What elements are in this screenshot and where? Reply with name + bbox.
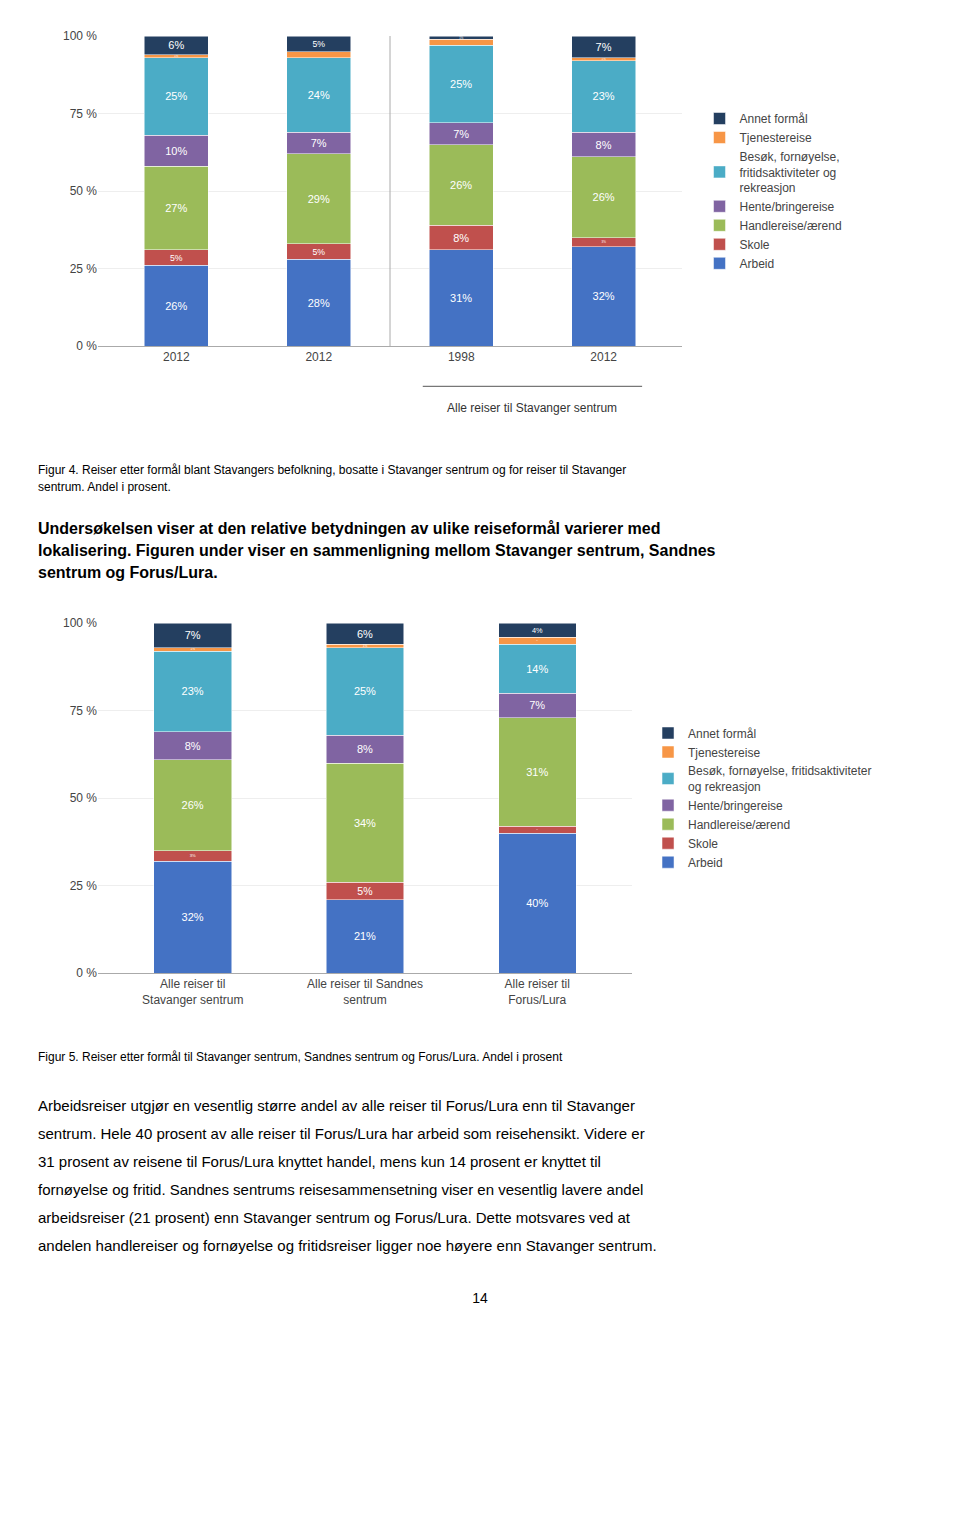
html-text:2%: 2%: [461, 42, 462, 43]
svg-text:2012: 2012: [163, 350, 190, 364]
svg-text:75 %: 75 %: [70, 107, 98, 121]
svg-text:7%: 7%: [596, 41, 612, 53]
html-text:sentrum. Hele 40 prosent av al: sentrum. Hele 40 prosent av alle reiser …: [38, 1124, 645, 1142]
svg-text:Handlereise/ærend: Handlereise/ærend: [688, 818, 790, 832]
svg-text:5%: 5%: [170, 253, 183, 263]
html-text:fornøyelse og fritid. Sandnes: fornøyelse og fritid. Sandnes sentrums r…: [38, 1180, 644, 1198]
svg-text:2%: 2%: [461, 41, 462, 42]
svg-text:10%: 10%: [165, 145, 187, 157]
svg-text:29%: 29%: [308, 193, 330, 205]
svg-text:Alle reiser til Sandnessentrum: Alle reiser til Sandnessentrum: [307, 977, 423, 1007]
svg-text:26%: 26%: [593, 191, 615, 203]
svg-text:Besøk, fornøyelse, fritidsakti: Besøk, fornøyelse, fritidsaktiviteterog …: [688, 764, 871, 794]
svg-text:2%: 2%: [537, 640, 539, 641]
html-text:2%: 2%: [318, 54, 319, 55]
svg-text:0 %: 0 %: [76, 966, 97, 980]
svg-text:8%: 8%: [453, 232, 469, 244]
svg-text:5%: 5%: [357, 884, 372, 896]
html-text:14: 14: [472, 1289, 488, 1306]
svg-text:21%: 21%: [354, 930, 376, 942]
svg-text:Annet formål: Annet formål: [740, 112, 808, 126]
svg-text:26%: 26%: [182, 799, 204, 811]
svg-text:32%: 32%: [182, 911, 204, 923]
svg-text:Tjenestereise: Tjenestereise: [688, 745, 760, 759]
svg-text:7%: 7%: [311, 137, 327, 149]
svg-text:14%: 14%: [526, 662, 548, 674]
svg-text:Skole: Skole: [740, 238, 770, 252]
svg-text:1%: 1%: [363, 644, 368, 648]
svg-text:Tjenestereise: Tjenestereise: [740, 131, 812, 145]
html-text:andelen handlereiser og fornøy: andelen handlereiser og fornøyelse og fr…: [38, 1236, 657, 1254]
html-text:31 prosent av reisene til Foru: 31 prosent av reisene til Forus/Lura kny…: [38, 1152, 601, 1170]
svg-text:2%: 2%: [537, 829, 539, 830]
svg-text:Besøk, fornøyelse,fritidsaktiv: Besøk, fornøyelse,fritidsaktiviteter ogr…: [740, 150, 840, 195]
svg-text:27%: 27%: [165, 202, 187, 214]
svg-text:24%: 24%: [308, 89, 330, 101]
svg-text:25%: 25%: [450, 78, 472, 90]
html-text:Undersøkelsen viser at den rel: Undersøkelsen viser at den relative bety…: [38, 519, 716, 582]
svg-text:3%: 3%: [190, 853, 196, 858]
svg-text:6%: 6%: [168, 39, 184, 51]
svg-text:5%: 5%: [312, 39, 325, 49]
svg-text:Arbeid: Arbeid: [740, 257, 775, 271]
svg-text:34%: 34%: [354, 816, 376, 828]
svg-text:Hente/bringereise: Hente/bringereise: [740, 200, 835, 214]
svg-text:1%: 1%: [602, 57, 607, 61]
svg-text:100 %: 100 %: [63, 29, 97, 43]
svg-text:1%: 1%: [174, 54, 179, 58]
svg-text:8%: 8%: [185, 739, 201, 751]
svg-text:0 %: 0 %: [76, 339, 97, 353]
svg-text:2%: 2%: [319, 54, 320, 55]
svg-text:31%: 31%: [450, 292, 472, 304]
svg-text:25%: 25%: [354, 685, 376, 697]
svg-text:7%: 7%: [453, 128, 469, 140]
svg-text:75 %: 75 %: [70, 703, 98, 717]
svg-text:8%: 8%: [357, 743, 373, 755]
svg-text:28%: 28%: [308, 297, 330, 309]
svg-text:32%: 32%: [593, 290, 615, 302]
svg-text:100 %: 100 %: [63, 616, 97, 630]
svg-text:7%: 7%: [185, 629, 201, 641]
svg-text:Hente/bringereise: Hente/bringereise: [688, 799, 783, 813]
svg-text:5%: 5%: [312, 247, 325, 257]
svg-text:8%: 8%: [596, 139, 612, 151]
svg-text:4%: 4%: [532, 625, 543, 634]
svg-text:26%: 26%: [450, 179, 472, 191]
svg-text:Arbeid: Arbeid: [688, 856, 723, 870]
svg-text:23%: 23%: [593, 90, 615, 102]
svg-text:26%: 26%: [165, 300, 187, 312]
svg-text:1%: 1%: [459, 36, 464, 40]
svg-text:Skole: Skole: [688, 837, 718, 851]
svg-text:25%: 25%: [165, 90, 187, 102]
svg-text:Alle reiser tilStavanger sentr: Alle reiser tilStavanger sentrum: [142, 977, 243, 1007]
svg-text:2012: 2012: [590, 350, 617, 364]
html-text:Figur 5. Reiser etter formål t: Figur 5. Reiser etter formål til Stavang…: [38, 1049, 563, 1064]
svg-text:50 %: 50 %: [70, 791, 98, 805]
svg-text:Alle reiser tilForus/Lura: Alle reiser tilForus/Lura: [505, 977, 570, 1007]
svg-text:Handlereise/ærend: Handlereise/ærend: [740, 219, 842, 233]
svg-text:7%: 7%: [529, 699, 545, 711]
svg-text:2012: 2012: [305, 350, 332, 364]
svg-text:50 %: 50 %: [70, 184, 98, 198]
svg-text:Alle reiser til Stavanger sent: Alle reiser til Stavanger sentrum: [447, 401, 617, 415]
svg-text:25 %: 25 %: [70, 878, 98, 892]
svg-text:1998: 1998: [448, 350, 475, 364]
svg-text:25 %: 25 %: [70, 262, 98, 276]
svg-text:Annet formål: Annet formål: [688, 726, 756, 740]
svg-text:1%: 1%: [190, 647, 195, 651]
svg-text:6%: 6%: [357, 627, 373, 639]
html-text:Figur 4. Reiser etter formål b: Figur 4. Reiser etter formål blant Stava…: [38, 463, 627, 494]
html-text:Arbeidsreiser utgjør en vesent: Arbeidsreiser utgjør en vesentlig større…: [38, 1096, 635, 1114]
svg-text:40%: 40%: [526, 897, 548, 909]
svg-text:23%: 23%: [182, 685, 204, 697]
svg-text:3%: 3%: [601, 240, 606, 244]
svg-text:31%: 31%: [526, 766, 548, 778]
html-text:arbeidsreiser (21 prosent) enn: arbeidsreiser (21 prosent) enn Stavanger…: [38, 1208, 630, 1226]
